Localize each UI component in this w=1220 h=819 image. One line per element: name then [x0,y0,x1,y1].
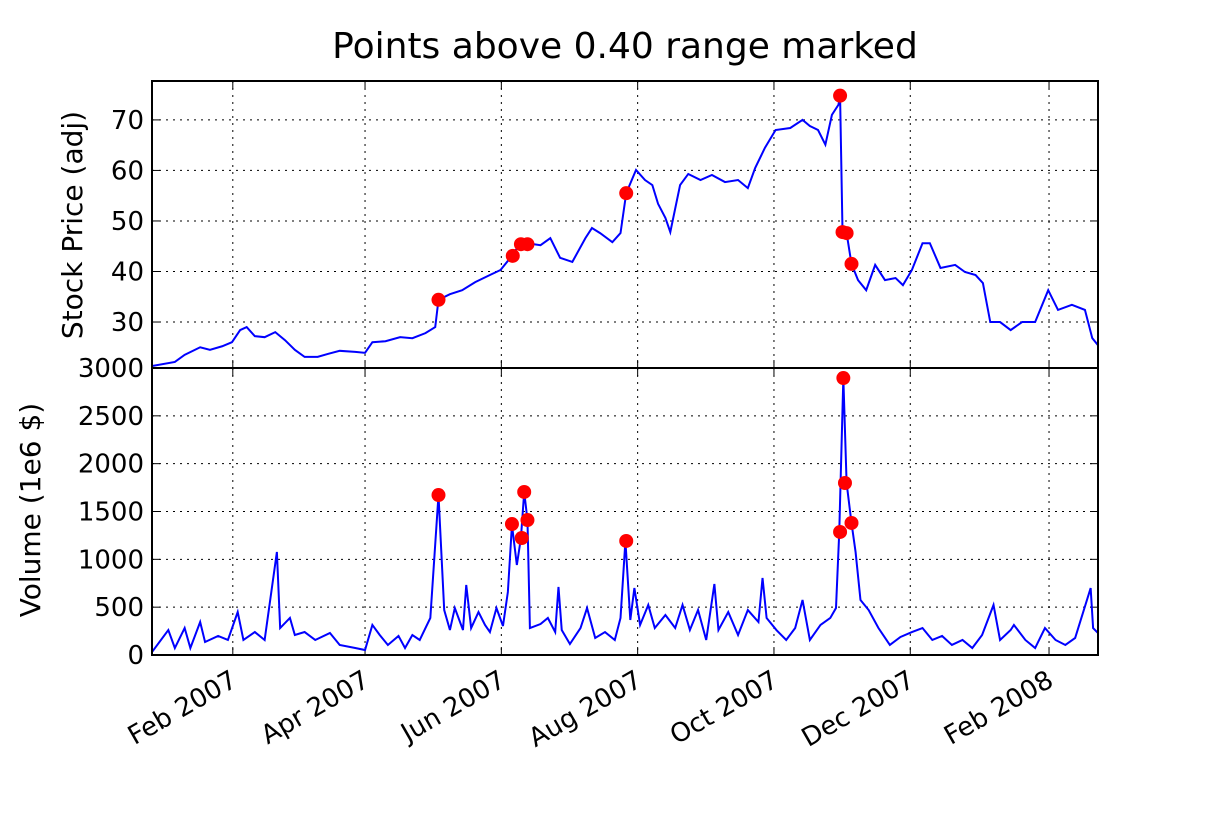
chart-title: Points above 0.40 range marked [332,26,918,67]
marked-point [839,226,854,241]
marked-point [504,517,519,532]
plot-area [152,95,1098,367]
marked-point [837,475,852,490]
marked-point [514,530,529,545]
x-tick-label: Oct 2007 [665,665,783,751]
y-tick-label: 70 [111,106,144,136]
y-tick-label: 2500 [78,402,144,432]
marked-point [844,256,859,271]
marked-point [431,292,446,307]
y-tick-label: 60 [111,156,144,186]
y-tick-label: 1000 [78,545,144,575]
marked-point [619,186,634,201]
y-tick-label: 3000 [78,354,144,384]
marked-point [833,88,848,103]
marked-point [619,533,634,548]
x-tick-label: Aug 2007 [524,665,647,754]
y-tick-label: 30 [111,308,144,338]
x-tick-label: Dec 2007 [797,665,920,753]
marked-point [520,237,535,252]
y-tick-label: 0 [127,641,144,671]
axes-frame [151,80,1099,369]
price-line [152,95,1098,367]
x-tick-label: Feb 2008 [939,665,1058,751]
x-tick-label: Jun 2007 [394,665,510,750]
marked-point [836,371,851,386]
marked-point [833,524,848,539]
plot-area [152,378,1098,653]
x-tick-label: Apr 2007 [256,665,374,751]
marked-point [505,248,520,263]
price-line [152,378,1098,653]
y-tick-label: 2000 [78,450,144,480]
y-tick-label: 1500 [78,498,144,528]
marked-point [517,484,532,499]
y-tick-label: 50 [111,207,144,237]
marked-point [431,488,446,503]
y-tick-label: 500 [94,593,144,623]
marked-point [844,515,859,530]
y-tick-label: 40 [111,257,144,287]
x-tick-label: Feb 2007 [123,665,242,751]
axes-frame [151,367,1099,656]
y-axis-label: Volume (1e6 $) [14,403,47,617]
y-axis-label: Stock Price (adj) [56,111,89,339]
marked-point [520,513,535,528]
